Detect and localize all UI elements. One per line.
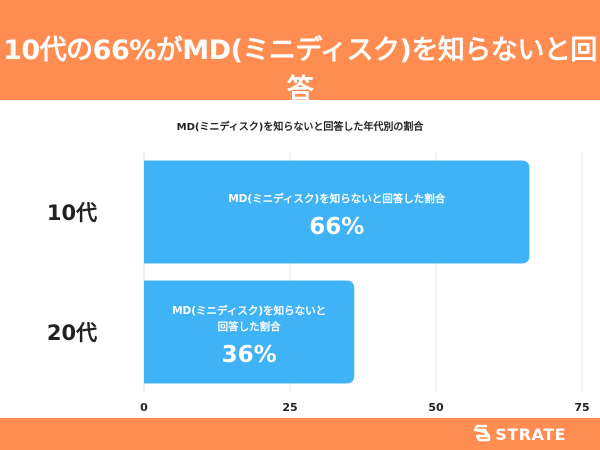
bar-chart: MD(ミニディスク)を知らないと回答した年代別の割合 MD(ミニディスク)を知ら… [47,120,590,414]
bar-caption: MD(ミニディスク)を知らないと [172,304,326,317]
bar-caption: MD(ミニディスク)を知らないと回答した割合 [228,192,446,205]
header-banner: 10代の66%がMD(ミニディスク)を知らないと回答 [0,0,600,105]
bar-20代 [144,280,355,384]
footer-banner: STRATE [0,418,600,450]
strate-logo-icon [474,424,491,442]
x-tick-label: 75 [574,401,589,414]
bar-value-label: 66% [309,214,364,240]
bar-10代 [144,160,530,264]
category-label: 20代 [47,321,97,345]
bar-caption: 回答した割合 [218,320,281,333]
brand-name: STRATE [495,424,566,444]
category-label: 10代 [47,201,97,225]
x-tick-label: 25 [282,401,297,414]
brand-logo: STRATE [473,423,566,445]
x-tick-label: 50 [428,401,444,414]
chart-title: MD(ミニディスク)を知らないと回答した年代別の割合 [177,120,425,133]
bars: MD(ミニディスク)を知らないと回答した割合 66% MD(ミニディスク)を知らない… [144,160,530,384]
category-labels: 10代 20代 [47,201,97,345]
bar-value-label: 36% [222,342,277,368]
x-axis-ticks: 0 25 50 75 [140,401,589,414]
page-title: 10代の66%がMD(ミニディスク)を知らないと回答 [3,35,597,105]
x-tick-label: 0 [140,401,148,414]
